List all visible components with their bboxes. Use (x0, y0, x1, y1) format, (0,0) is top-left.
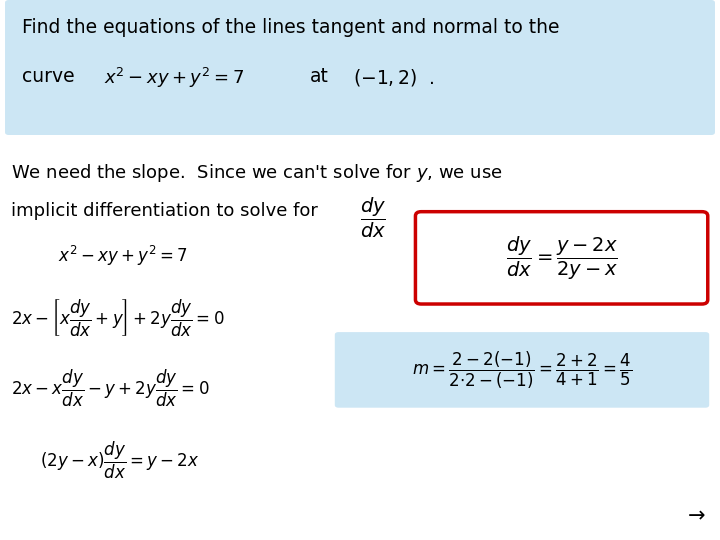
Text: $\dfrac{dy}{dx} = \dfrac{y-2x}{2y-x}$: $\dfrac{dy}{dx} = \dfrac{y-2x}{2y-x}$ (505, 234, 618, 282)
Text: $2x - \left[x\dfrac{dy}{dx} + y\right] + 2y\dfrac{dy}{dx} = 0$: $2x - \left[x\dfrac{dy}{dx} + y\right] +… (11, 298, 225, 339)
FancyBboxPatch shape (5, 0, 715, 135)
Text: $(2y - x)\dfrac{dy}{dx} = y - 2x$: $(2y - x)\dfrac{dy}{dx} = y - 2x$ (40, 440, 199, 481)
Text: $2x - x\dfrac{dy}{dx} - y + 2y\dfrac{dy}{dx} = 0$: $2x - x\dfrac{dy}{dx} - y + 2y\dfrac{dy}… (11, 368, 210, 409)
Text: $x^2 - xy + y^2 = 7$: $x^2 - xy + y^2 = 7$ (104, 66, 244, 90)
Text: Find the equations of the lines tangent and normal to the: Find the equations of the lines tangent … (22, 18, 559, 37)
Text: .: . (418, 202, 423, 220)
Text: at: at (310, 68, 328, 86)
FancyBboxPatch shape (415, 212, 708, 304)
Text: implicit differentiation to solve for: implicit differentiation to solve for (11, 202, 318, 220)
Text: $(-1, 2)$  .: $(-1, 2)$ . (353, 68, 434, 89)
Text: →: → (688, 507, 706, 526)
FancyBboxPatch shape (335, 332, 709, 408)
Text: $m = \dfrac{2-2(-1)}{2 {\cdot} 2-(-1)} = \dfrac{2+2}{4+1} = \dfrac{4}{5}$: $m = \dfrac{2-2(-1)}{2 {\cdot} 2-(-1)} =… (412, 349, 632, 390)
Text: We need the slope.  Since we can't solve for $y$, we use: We need the slope. Since we can't solve … (11, 162, 503, 184)
Text: curve: curve (22, 68, 74, 86)
Text: $x^2 - xy + y^2 = 7$: $x^2 - xy + y^2 = 7$ (58, 244, 187, 268)
Text: $\dfrac{dy}{dx}$: $\dfrac{dy}{dx}$ (360, 195, 386, 240)
